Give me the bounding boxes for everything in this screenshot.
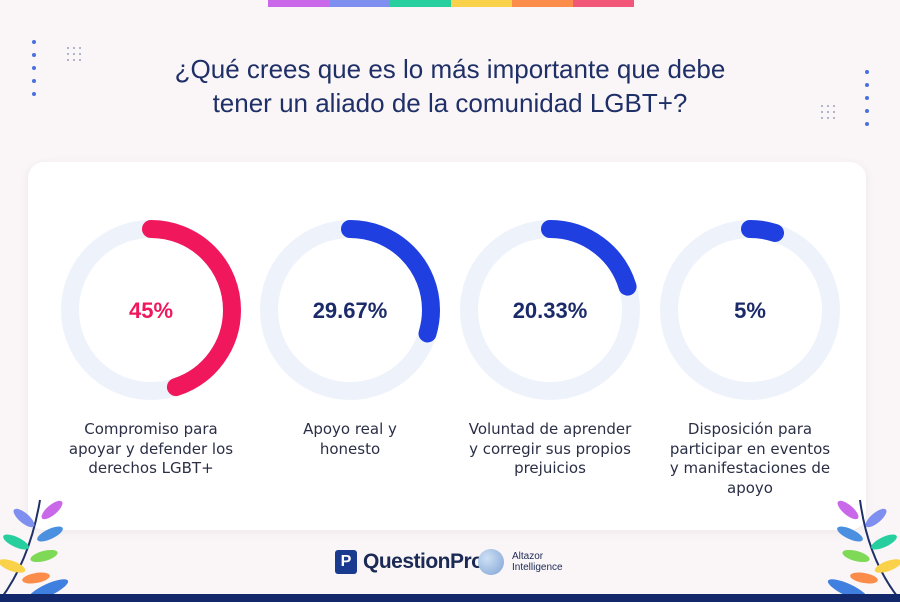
decorative-leaves-left bbox=[0, 499, 69, 601]
stripe-segment bbox=[512, 0, 573, 7]
questionpro-logo: P QuestionPro bbox=[335, 550, 484, 574]
title-line-2: tener un aliado de la comunidad LGBT+? bbox=[212, 88, 688, 118]
page-title: ¿Qué crees que es lo más importante que … bbox=[0, 52, 900, 120]
questionpro-mark-icon: P bbox=[335, 550, 357, 574]
donut-category-label: Voluntad de aprender y corregir sus prop… bbox=[468, 420, 632, 477]
donut-1: 45% bbox=[61, 220, 241, 400]
donut-value-arc bbox=[660, 220, 840, 400]
decorative-dots-right bbox=[821, 70, 869, 126]
stripe-segment bbox=[573, 0, 634, 7]
stripe-segment bbox=[268, 0, 329, 7]
donut-value-arc bbox=[460, 220, 640, 400]
donut-category-label: Compromiso para apoyar y defender los de… bbox=[68, 420, 234, 477]
donut-value-label: 45% bbox=[129, 298, 173, 323]
globe-icon bbox=[478, 549, 504, 575]
decorative-dots-left bbox=[32, 40, 81, 96]
donut-value-arc bbox=[260, 220, 440, 400]
donut-category-label: Apoyo real y honesto bbox=[303, 420, 397, 458]
footer-logos: P QuestionPro Altazor Intelligence bbox=[0, 547, 900, 579]
altazor-line-1: Altazor bbox=[512, 551, 544, 562]
donut-3: 20.33% bbox=[460, 220, 640, 400]
color-stripe-bar bbox=[268, 0, 634, 7]
donut-charts: 45% 29.67% 20.33% 5% bbox=[61, 220, 840, 400]
altazor-logo: Altazor Intelligence bbox=[478, 549, 563, 575]
stripe-segment bbox=[329, 0, 390, 7]
donut-category-label: Disposición para participar en eventos y… bbox=[669, 420, 831, 497]
donut-value-label: 20.33% bbox=[513, 298, 588, 323]
stripe-segment bbox=[390, 0, 451, 7]
altazor-line-2: Intelligence bbox=[512, 562, 563, 573]
decorative-leaves-right bbox=[827, 499, 900, 601]
donut-value-arc bbox=[61, 220, 241, 400]
chart-card: 45% 29.67% 20.33% 5% Compromiso para apoyar… bbox=[28, 162, 866, 530]
bottom-bar bbox=[0, 594, 900, 602]
donut-4: 5% bbox=[660, 220, 840, 400]
donut-2: 29.67% bbox=[260, 220, 440, 400]
donut-value-label: 5% bbox=[734, 298, 766, 323]
stripe-segment bbox=[451, 0, 512, 7]
title-line-1: ¿Qué crees que es lo más importante que … bbox=[174, 54, 726, 84]
donut-value-label: 29.67% bbox=[313, 298, 388, 323]
questionpro-wordmark: QuestionPro bbox=[363, 550, 484, 573]
